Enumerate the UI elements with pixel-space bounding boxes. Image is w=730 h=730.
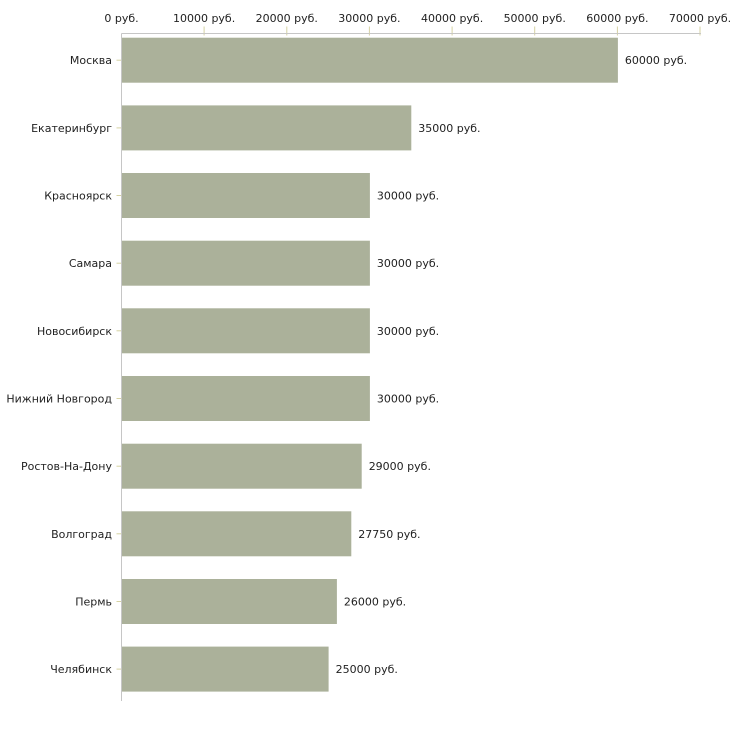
category-label: Волгоград: [51, 528, 112, 541]
value-label: 30000 руб.: [377, 257, 439, 270]
x-tick-label: 30000 руб.: [338, 12, 400, 25]
x-tick-label: 70000 руб.: [669, 12, 730, 25]
category-label: Самара: [69, 257, 112, 270]
category-label: Красноярск: [44, 190, 112, 203]
bar: [122, 37, 618, 83]
value-label: 60000 руб.: [625, 54, 687, 67]
bar: [122, 579, 337, 624]
x-tick-label: 0 руб.: [104, 12, 138, 25]
value-label: 30000 руб.: [377, 393, 439, 406]
x-tick-label: 10000 руб.: [173, 12, 235, 25]
category-label: Челябинск: [50, 663, 112, 676]
x-tick-label: 60000 руб.: [586, 12, 648, 25]
value-label: 35000 руб.: [418, 122, 480, 135]
bar: [122, 443, 362, 489]
category-label: Нижний Новгород: [6, 393, 112, 406]
bar: [122, 511, 352, 557]
category-label: Пермь: [75, 596, 112, 609]
value-label: 30000 руб.: [377, 325, 439, 338]
x-tick-label: 20000 руб.: [256, 12, 318, 25]
category-label: Новосибирск: [37, 325, 112, 338]
bar: [122, 646, 329, 692]
category-label: Ростов-На-Дону: [21, 460, 112, 473]
value-label: 30000 руб.: [377, 190, 439, 203]
value-label: 26000 руб.: [344, 596, 406, 609]
category-label: Москва: [70, 54, 112, 67]
bar: [122, 376, 370, 421]
x-tick-label: 50000 руб.: [504, 12, 566, 25]
value-label: 27750 руб.: [358, 528, 420, 541]
category-label: Екатеринбург: [31, 122, 112, 135]
bar: [122, 173, 370, 218]
bar: [122, 105, 412, 151]
x-tick-label: 40000 руб.: [421, 12, 483, 25]
value-label: 29000 руб.: [369, 460, 431, 473]
value-label: 25000 руб.: [336, 663, 398, 676]
bar: [122, 308, 370, 354]
bar: [122, 240, 370, 286]
